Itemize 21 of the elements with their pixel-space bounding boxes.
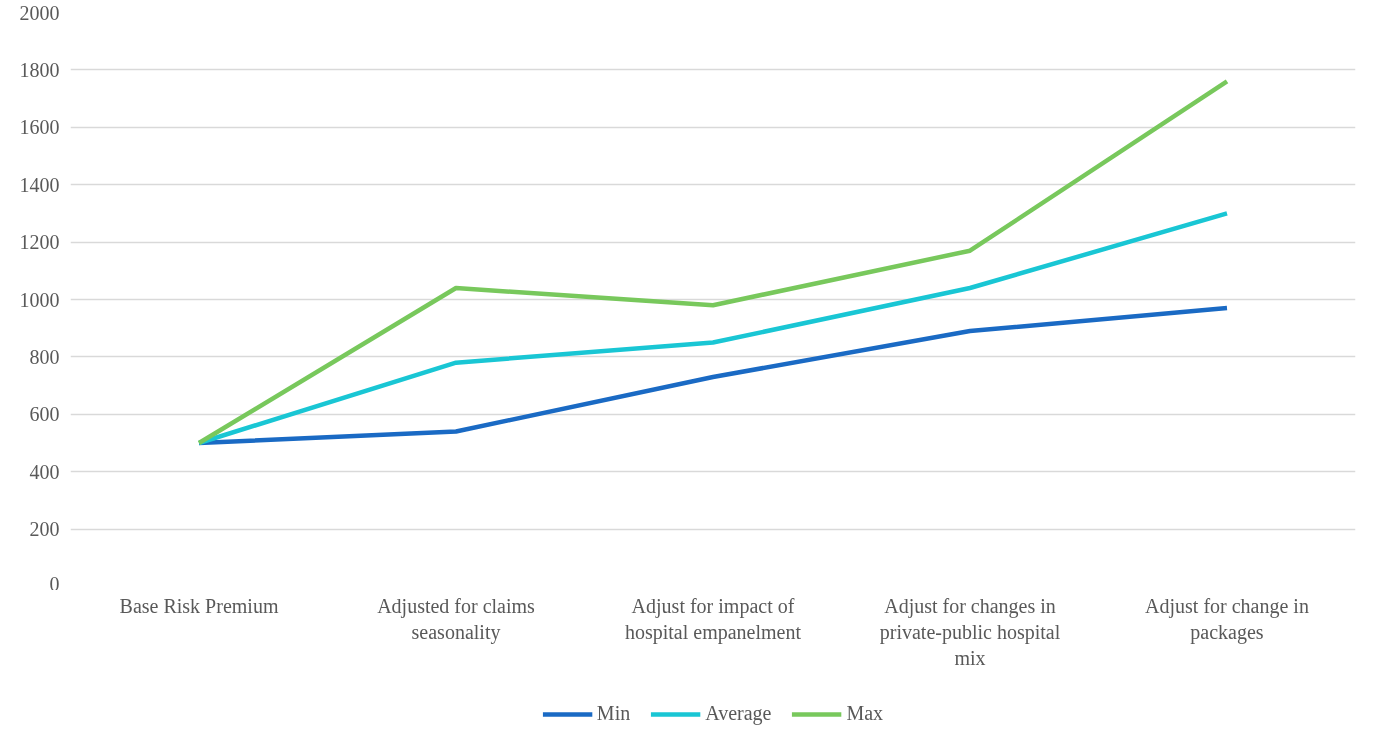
x-tick-label: Adjust for impact of hospital empanelment <box>624 594 802 644</box>
y-tick-label: 1200 <box>19 231 60 254</box>
y-tick-label: 2000 <box>19 1 60 24</box>
legend-label: Min <box>596 702 631 725</box>
legend-label: Average <box>705 702 772 725</box>
y-tick-label: 1800 <box>19 58 60 81</box>
y-tick-label: 1400 <box>19 173 60 196</box>
y-tick-label: 1600 <box>19 116 60 139</box>
y-tick-label: 800 <box>29 345 60 368</box>
y-tick-label: 0 <box>49 572 60 595</box>
line-series <box>196 211 1230 446</box>
x-tick-label: Adjust for changes in private-public hospital mix <box>879 594 1061 670</box>
x-tick-label: Adjusted for claims seasonality <box>377 594 536 644</box>
y-tick-label: 1000 <box>19 288 60 311</box>
y-tick-label: 400 <box>29 460 60 483</box>
x-tick-label: Base Risk Premium <box>119 594 279 617</box>
x-tick-label: Adjust for change in packages <box>1145 594 1309 644</box>
y-tick-label: 200 <box>29 518 60 541</box>
legend-label: Max <box>846 702 884 725</box>
y-tick-label: 600 <box>29 403 60 426</box>
line-series <box>196 79 1230 446</box>
